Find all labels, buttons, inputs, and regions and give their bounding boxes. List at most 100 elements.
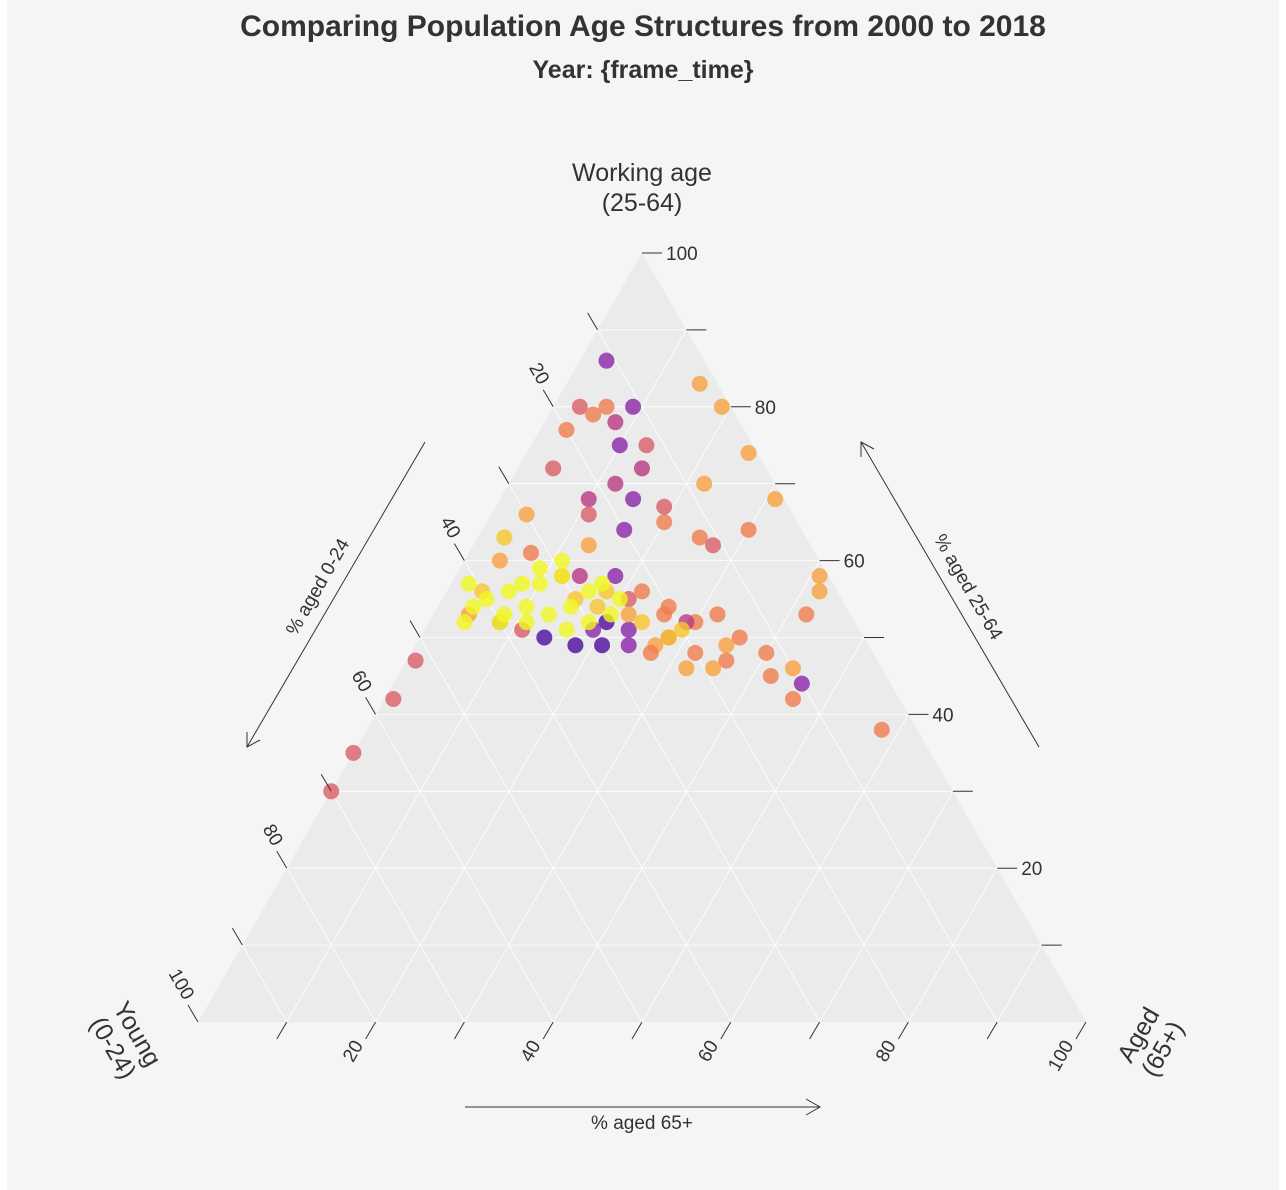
corner-label-top-line2: (25-64) [602, 189, 683, 217]
data-point [496, 529, 513, 546]
data-point [580, 614, 597, 631]
data-point [518, 598, 535, 615]
data-point [465, 598, 482, 615]
data-point [740, 444, 757, 461]
data-point [460, 575, 477, 592]
tick-young [187, 1004, 199, 1023]
data-point [571, 398, 588, 415]
grid-line [375, 714, 554, 1023]
data-point [562, 598, 579, 615]
data-point [713, 398, 730, 415]
data-point [518, 506, 535, 523]
data-point [673, 621, 690, 638]
data-point [607, 475, 624, 492]
corner-label-right: Aged (65+) [1112, 1003, 1190, 1082]
arrow-young [246, 441, 426, 748]
grid-line [242, 944, 288, 1023]
data-point [687, 644, 704, 661]
data-point [531, 560, 548, 577]
data-point [571, 567, 588, 584]
tick-young [587, 312, 599, 331]
tick-young [320, 774, 332, 792]
data-point [762, 667, 779, 684]
data-point [793, 675, 810, 692]
axis-label-aged: % aged 65+ [591, 1113, 693, 1134]
data-point [691, 529, 708, 546]
data-point [496, 606, 513, 623]
tick-label-working: 20 [1021, 859, 1042, 880]
data-point [611, 437, 628, 454]
data-point [709, 606, 726, 623]
data-point [580, 583, 597, 600]
data-point [558, 421, 575, 438]
data-point [594, 575, 611, 592]
data-point [554, 552, 571, 569]
tick-young [498, 466, 510, 484]
tick-aged [720, 1021, 732, 1040]
data-point [531, 575, 548, 592]
tick-aged [276, 1021, 288, 1040]
data-point [602, 606, 619, 623]
tick-young [276, 850, 288, 869]
tick-label-young: 100 [164, 966, 198, 1004]
data-point [594, 637, 611, 654]
grid-line [819, 791, 954, 1023]
data-point [731, 629, 748, 646]
tick-label-aged: 60 [694, 1037, 723, 1066]
data-point [705, 660, 722, 677]
data-point [718, 637, 735, 654]
tick-label-young: 80 [258, 821, 287, 850]
data-point [491, 552, 508, 569]
tick-label-working: 40 [932, 705, 953, 726]
data-point [567, 637, 584, 654]
data-point [580, 506, 597, 523]
tick-label-young: 20 [524, 359, 553, 388]
data-point [345, 744, 362, 761]
data-point [514, 575, 531, 592]
data-point [656, 514, 673, 531]
ternary-grid [198, 253, 1086, 1023]
tick-label-aged: 20 [339, 1037, 368, 1066]
data-point [678, 660, 695, 677]
data-point [620, 637, 637, 654]
data-point [385, 691, 402, 708]
data-point [691, 375, 708, 392]
tick-label-working: 80 [755, 398, 776, 419]
tick-aged [542, 1021, 554, 1040]
data-point [873, 721, 890, 738]
data-points [323, 352, 890, 800]
axis-label-young: % aged 0-24 [282, 535, 354, 639]
data-point [625, 398, 642, 415]
data-point [580, 491, 597, 508]
tick-aged [897, 1021, 909, 1040]
data-point [620, 606, 637, 623]
data-point [620, 621, 637, 638]
data-point [554, 567, 571, 584]
axis-label-working: % aged 25-64 [929, 531, 1007, 644]
data-point [634, 583, 650, 600]
data-point [740, 521, 757, 538]
data-point [607, 414, 624, 431]
data-point [638, 437, 655, 454]
data-point [523, 544, 539, 561]
grid-line [419, 637, 643, 1023]
data-point [558, 621, 575, 638]
tick-aged [986, 1021, 998, 1040]
tick-label-working: 60 [844, 552, 865, 573]
data-point [536, 629, 553, 646]
data-point [660, 629, 677, 646]
data-point [580, 537, 597, 554]
arrow-working [860, 441, 1040, 748]
data-point [616, 521, 633, 538]
data-point [705, 537, 722, 554]
data-point [598, 352, 615, 369]
data-point [656, 498, 673, 515]
data-point [811, 567, 828, 584]
tick-aged [453, 1021, 465, 1040]
tick-aged [1075, 1021, 1087, 1040]
data-point [696, 475, 713, 492]
chart-title: Comparing Population Age Structures from… [240, 10, 1046, 43]
tick-young [409, 620, 421, 638]
tick-label-young: 60 [347, 667, 376, 696]
